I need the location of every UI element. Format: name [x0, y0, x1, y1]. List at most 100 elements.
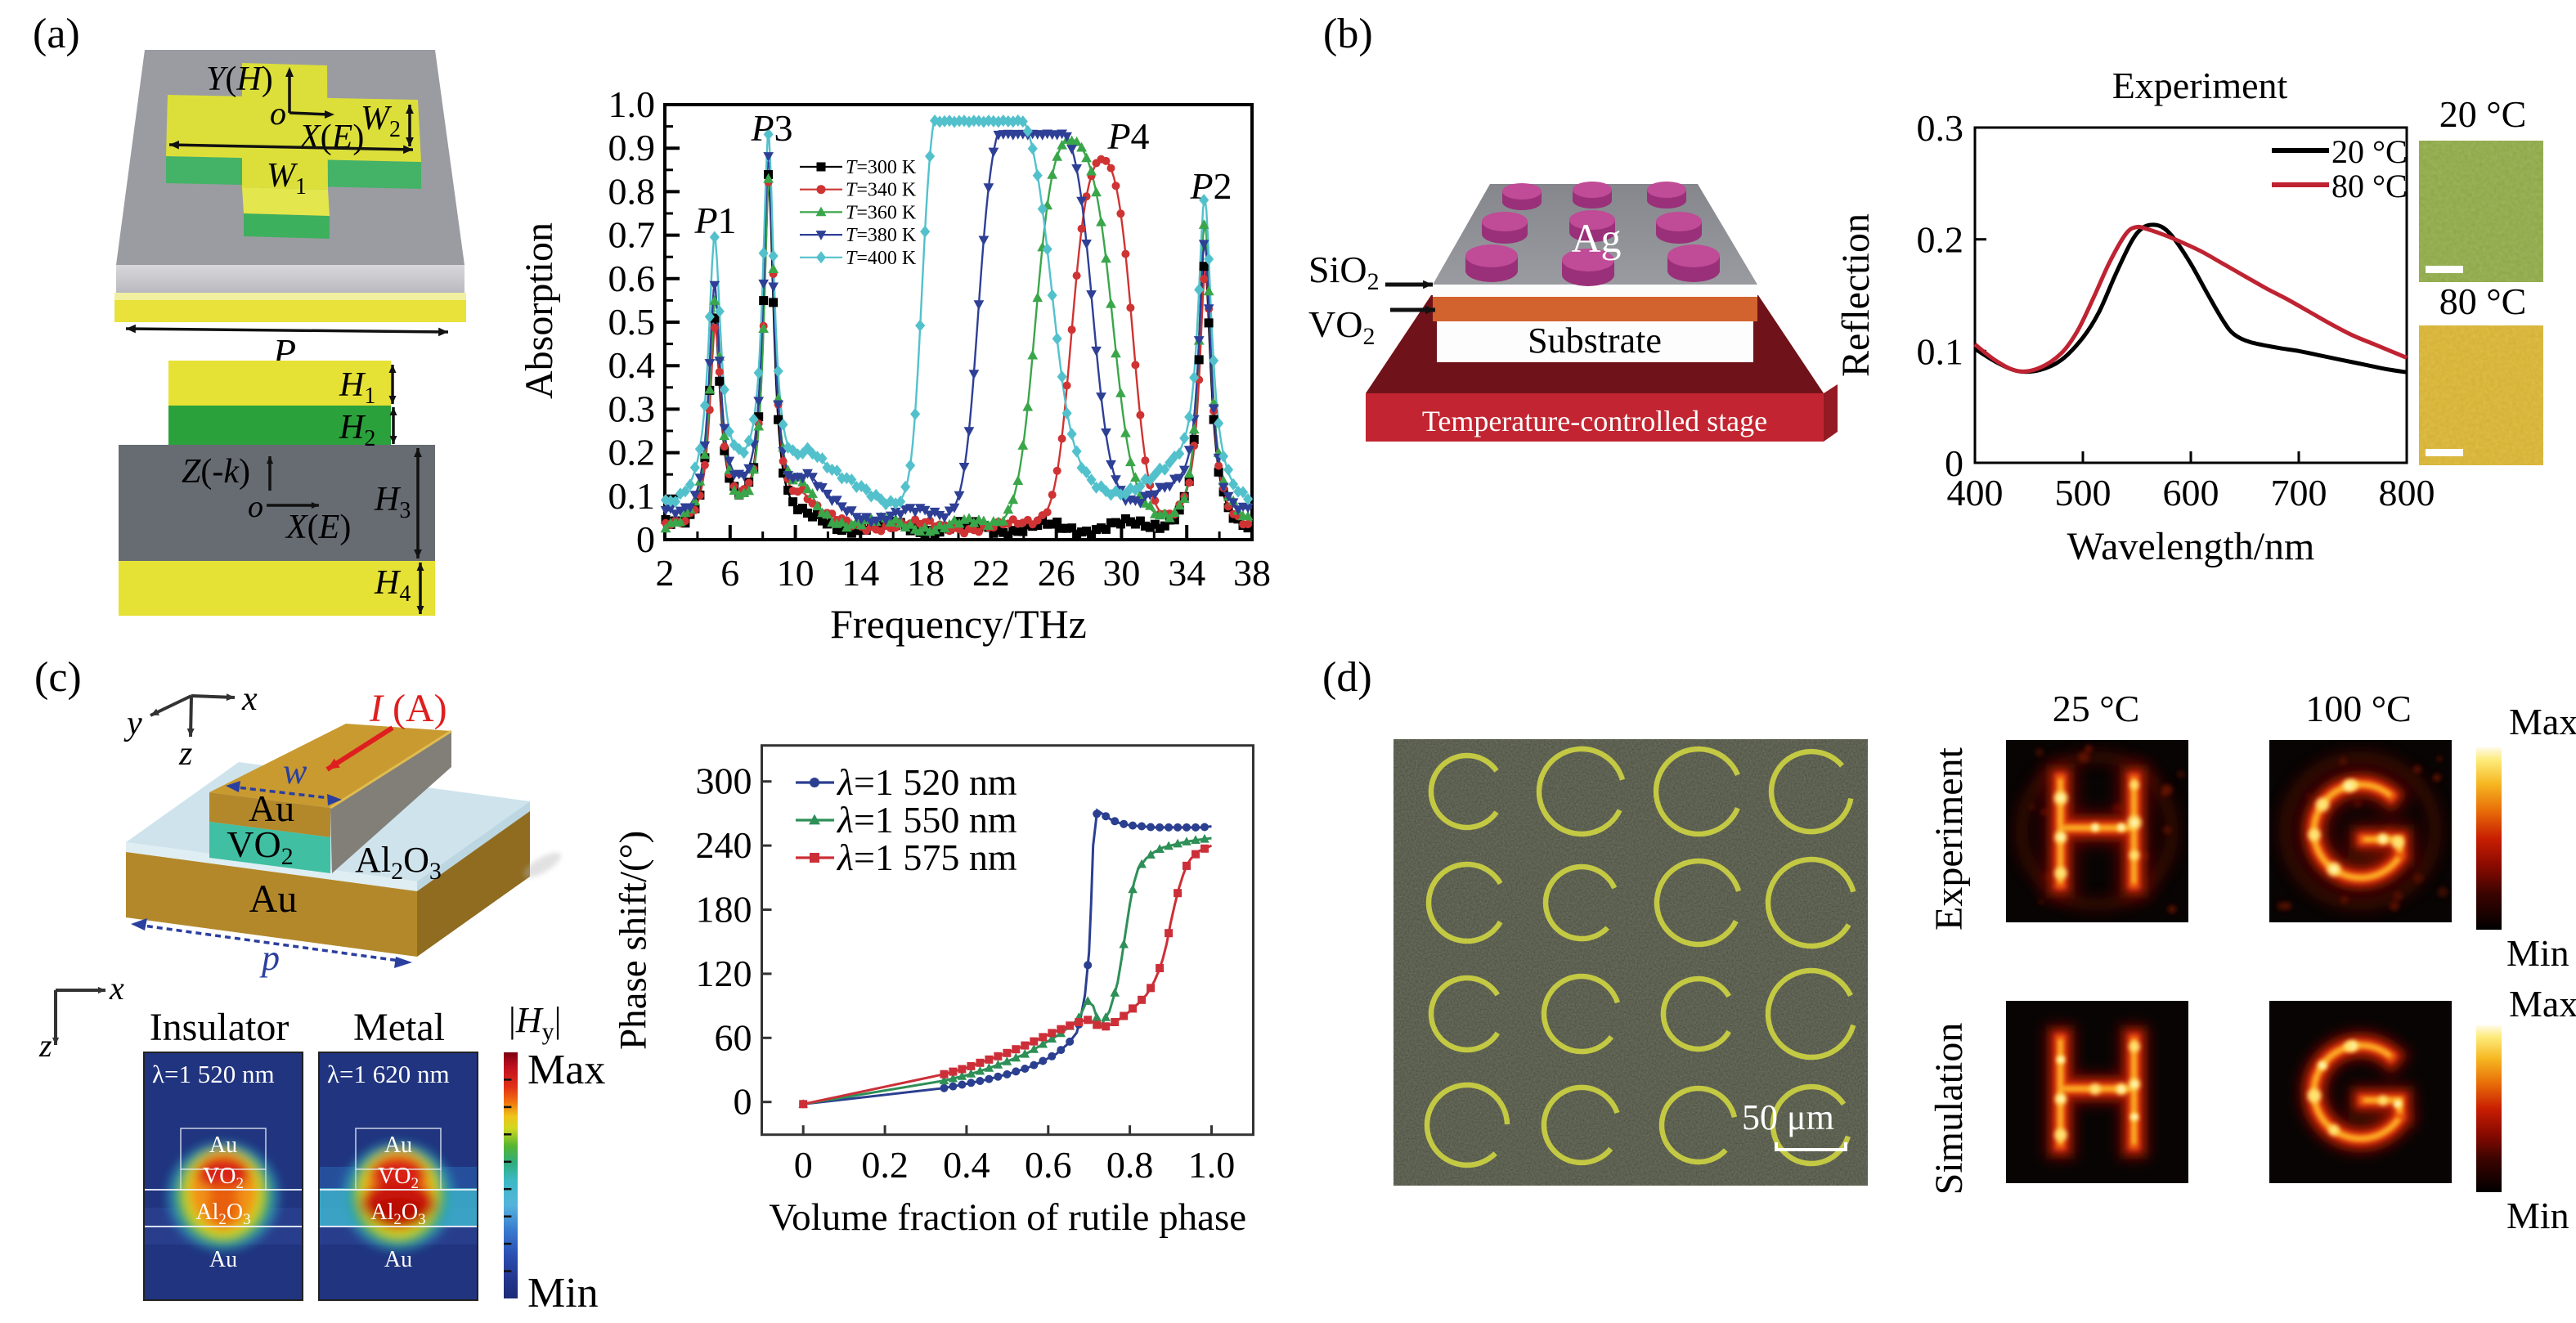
svg-text:T=380 K: T=380 K: [846, 225, 917, 246]
svg-text:λ=1 620 nm: λ=1 620 nm: [327, 1060, 450, 1088]
svg-text:Simulation: Simulation: [1928, 1023, 1971, 1195]
svg-text:T=300 K: T=300 K: [846, 157, 917, 178]
svg-text:20 °C: 20 °C: [2331, 133, 2408, 170]
svg-text:240: 240: [696, 824, 752, 866]
svg-text:120: 120: [696, 953, 752, 994]
svg-text:Min: Min: [2506, 1195, 2569, 1236]
svg-text:Temperature-controlled stage: Temperature-controlled stage: [1422, 405, 1767, 437]
svg-text:W2: W2: [361, 100, 401, 142]
svg-text:Ag: Ag: [1571, 215, 1621, 261]
svg-text:T=400 K: T=400 K: [846, 248, 917, 269]
svg-text:0: 0: [636, 518, 655, 560]
svg-text:Au: Au: [249, 877, 298, 921]
svg-text:0.1: 0.1: [1917, 330, 1964, 372]
svg-text:0.4: 0.4: [608, 344, 656, 386]
svg-text:60: 60: [715, 1016, 752, 1058]
svg-text:Z(-k): Z(-k): [182, 453, 250, 491]
svg-text:p: p: [259, 938, 280, 978]
svg-text:50 μm: 50 μm: [1742, 1097, 1834, 1137]
svg-text:0.2: 0.2: [608, 432, 656, 473]
svg-text:100 °C: 100 °C: [2305, 688, 2412, 729]
svg-text:500: 500: [2055, 472, 2112, 514]
svg-text:P2: P2: [1189, 165, 1232, 207]
svg-text:Au: Au: [384, 1132, 412, 1158]
svg-text:Min: Min: [2506, 932, 2569, 974]
svg-text:0.2: 0.2: [1917, 219, 1964, 261]
svg-text:H4: H4: [374, 564, 411, 607]
svg-text:λ=1 520 nm: λ=1 520 nm: [836, 761, 1017, 803]
svg-text:Y(H): Y(H): [206, 61, 273, 98]
svg-text:T=340 K: T=340 K: [846, 180, 917, 201]
svg-text:Absorption: Absorption: [518, 222, 561, 399]
svg-text:(b): (b): [1323, 11, 1373, 57]
svg-text:30: 30: [1102, 552, 1140, 594]
svg-text:Min: Min: [527, 1270, 599, 1316]
svg-text:0.6: 0.6: [608, 258, 656, 299]
svg-text:W1: W1: [267, 157, 307, 200]
svg-text:80 °C: 80 °C: [2439, 280, 2527, 322]
svg-text:Experiment: Experiment: [2112, 65, 2288, 106]
svg-text:10: 10: [777, 552, 815, 594]
svg-text:Au: Au: [384, 1247, 412, 1272]
svg-text:(d): (d): [1322, 654, 1372, 701]
svg-text:300: 300: [696, 760, 752, 802]
svg-text:0.1: 0.1: [608, 475, 656, 517]
svg-text:λ=1 575 nm: λ=1 575 nm: [836, 836, 1017, 878]
svg-text:0: 0: [1945, 442, 1963, 484]
svg-text:0.4: 0.4: [943, 1144, 990, 1186]
svg-text:Reflection: Reflection: [1834, 213, 1878, 377]
svg-text:0: 0: [794, 1144, 813, 1186]
svg-text:20 °C: 20 °C: [2439, 93, 2527, 135]
svg-text:X(E): X(E): [298, 119, 364, 156]
svg-text:1.0: 1.0: [608, 83, 656, 125]
svg-text:Au: Au: [209, 1132, 237, 1158]
svg-text:w: w: [283, 751, 307, 792]
svg-text:Experiment: Experiment: [1928, 747, 1971, 931]
svg-text:H1: H1: [339, 366, 375, 409]
svg-text:2: 2: [656, 552, 675, 594]
svg-text:700: 700: [2271, 472, 2327, 514]
svg-text:Volume fraction of rutile phas: Volume fraction of rutile phase: [769, 1196, 1246, 1239]
svg-text:Wavelength/nm: Wavelength/nm: [2067, 525, 2315, 568]
svg-text:14: 14: [841, 552, 879, 594]
svg-text:x: x: [109, 970, 124, 1007]
svg-text:25 °C: 25 °C: [2053, 688, 2140, 729]
svg-text:x: x: [241, 680, 258, 718]
svg-text:H3: H3: [374, 481, 411, 523]
svg-text:Max: Max: [2509, 983, 2576, 1025]
svg-text:Metal: Metal: [353, 1006, 445, 1049]
svg-text:P1: P1: [693, 200, 736, 241]
svg-text:Insulator: Insulator: [150, 1006, 289, 1049]
svg-text:I (A): I (A): [369, 687, 447, 730]
svg-text:o: o: [270, 95, 286, 132]
svg-text:0.7: 0.7: [608, 214, 656, 256]
svg-text:X(E): X(E): [285, 509, 351, 546]
svg-text:Au: Au: [249, 787, 294, 829]
svg-text:0.8: 0.8: [608, 170, 656, 212]
svg-text:Substrate: Substrate: [1528, 321, 1662, 361]
svg-text:P4: P4: [1106, 115, 1149, 157]
svg-text:80 °C: 80 °C: [2331, 168, 2408, 204]
svg-text:H2: H2: [339, 409, 375, 451]
svg-text:0: 0: [734, 1081, 752, 1123]
svg-text:22: 22: [972, 552, 1010, 594]
svg-text:0.3: 0.3: [1917, 107, 1964, 149]
svg-text:18: 18: [907, 552, 945, 594]
svg-text:Max: Max: [2509, 701, 2576, 742]
svg-text:38: 38: [1233, 552, 1271, 594]
svg-text:|Hy|: |Hy|: [509, 1000, 561, 1045]
svg-text:(c): (c): [34, 654, 82, 701]
svg-text:26: 26: [1038, 552, 1075, 594]
svg-text:P3: P3: [750, 107, 792, 149]
svg-text:0.9: 0.9: [608, 127, 656, 168]
svg-text:(a): (a): [33, 11, 80, 57]
svg-text:T=360 K: T=360 K: [846, 202, 917, 223]
svg-text:z: z: [178, 735, 192, 773]
svg-text:1.0: 1.0: [1188, 1144, 1236, 1186]
svg-text:Frequency/THz: Frequency/THz: [830, 601, 1087, 647]
svg-text:180: 180: [696, 889, 752, 931]
svg-text:λ=1 550 nm: λ=1 550 nm: [836, 799, 1017, 841]
svg-text:0.3: 0.3: [608, 388, 656, 429]
svg-text:0.6: 0.6: [1025, 1144, 1072, 1186]
svg-text:34: 34: [1168, 552, 1205, 594]
